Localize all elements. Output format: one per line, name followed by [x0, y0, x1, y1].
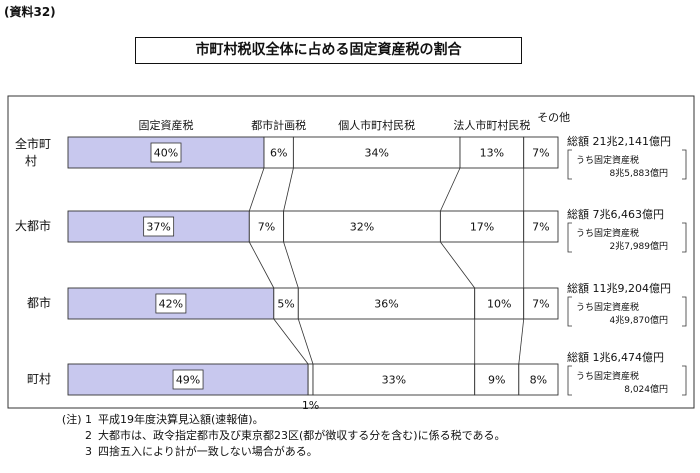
- fixed-tax-label: うち固定資産税: [576, 370, 639, 382]
- value-label: 8%: [530, 374, 547, 387]
- category-label: 大都市: [15, 218, 51, 233]
- value-label: 32%: [350, 221, 374, 234]
- category-label: 都市: [27, 295, 51, 310]
- value-label-box: [143, 216, 175, 237]
- category-label: 全市町: [15, 136, 51, 151]
- bar-segment-3: [283, 210, 441, 243]
- connector-line: [248, 167, 265, 212]
- fixed-tax-amount: 8兆5,883億円: [610, 167, 669, 179]
- fixed-tax-amount: 8,024億円: [624, 383, 668, 395]
- bar-segment-3: [297, 287, 476, 320]
- series-header: その他: [537, 111, 570, 124]
- note-3: 3 四捨五入により計が一致しない場合がある。: [85, 445, 318, 458]
- bracket-right: [682, 149, 687, 180]
- bar-segment-5: [518, 363, 559, 396]
- series-header: 法人市町村民税: [453, 118, 530, 132]
- series-header: 固定資産税: [139, 118, 194, 132]
- fixed-tax-amount: 4兆9,870億円: [610, 314, 669, 326]
- total-amount: 総額 11兆9,204億円: [567, 281, 671, 295]
- connector-line: [518, 318, 525, 365]
- value-label: 7%: [532, 298, 549, 311]
- connector-line: [283, 167, 294, 212]
- note-2: 2 大都市は、政令指定都市及び東京都23区(都が徴収する分を含む)に係る税である。: [85, 429, 506, 442]
- series-header: 都市計画税: [251, 118, 306, 132]
- total-amount: 総額 21兆2,141億円: [567, 134, 671, 148]
- bar-segment-5: [523, 287, 559, 320]
- fixed-tax-label: うち固定資産税: [576, 227, 639, 239]
- bar-segment-4: [474, 363, 520, 396]
- value-label: 40%: [154, 147, 178, 160]
- value-label: 17%: [470, 221, 494, 234]
- value-label: 37%: [146, 221, 170, 234]
- fixed-tax-label: うち固定資産税: [576, 301, 639, 313]
- bracket-left: [567, 222, 572, 253]
- connector-line: [273, 318, 309, 365]
- value-label: 42%: [159, 298, 183, 311]
- value-label: 9%: [488, 374, 505, 387]
- value-label: 36%: [374, 298, 398, 311]
- value-label: 7%: [532, 221, 549, 234]
- bar-segment-5: [523, 136, 559, 169]
- value-label: 13%: [480, 147, 504, 160]
- value-label-box: [150, 142, 182, 163]
- connector-line: [440, 167, 461, 212]
- bar-segment-4: [459, 136, 525, 169]
- value-label: 34%: [364, 147, 388, 160]
- category-label: 町村: [27, 372, 51, 386]
- bracket-left: [567, 365, 572, 396]
- value-label: 6%: [270, 147, 287, 160]
- bar-segment-4: [439, 210, 525, 243]
- chart-title: 市町村税収全体に占める固定資産税の割合: [135, 37, 522, 64]
- fixed-tax-amount: 2兆7,989億円: [610, 240, 669, 252]
- bracket-left: [567, 149, 572, 180]
- bar-segment-2: [263, 136, 294, 169]
- value-label-box: [172, 369, 204, 390]
- series-header: 個人市町村民税: [338, 118, 415, 132]
- value-label: 7%: [532, 147, 549, 160]
- bracket-right: [682, 296, 687, 327]
- value-label: 5%: [277, 298, 294, 311]
- notes: (注) 1 平成19年度決算見込額(速報値)。 2 大都市は、政令指定都市及び東京都…: [56, 412, 506, 460]
- category-label: 村: [25, 154, 37, 168]
- value-label: 7%: [258, 221, 275, 234]
- connector-line: [283, 241, 299, 289]
- connector-line: [297, 318, 314, 365]
- total-amount: 総額 1兆6,474億円: [567, 350, 664, 364]
- bracket-left: [567, 296, 572, 327]
- value-label-box: [155, 293, 187, 314]
- bar-segment-5: [523, 210, 559, 243]
- fixed-tax-label: うち固定資産税: [576, 154, 639, 166]
- total-amount: 総額 7兆6,463億円: [567, 207, 664, 221]
- bar-segment-3: [292, 136, 461, 169]
- connector-line: [440, 241, 476, 289]
- bar-segment-2: [307, 363, 314, 396]
- bar-segment-2: [248, 210, 285, 243]
- value-label: 33%: [382, 374, 406, 387]
- bracket-right: [682, 365, 687, 396]
- bar-segment-3: [312, 363, 476, 396]
- bracket-right: [682, 222, 687, 253]
- value-label: 49%: [176, 374, 200, 387]
- document-label: (資料32): [4, 5, 56, 19]
- connector-line: [248, 241, 275, 289]
- note-1: (注) 1 平成19年度決算見込額(速報値)。: [61, 413, 264, 426]
- value-label: 10%: [487, 298, 511, 311]
- plot-frame: [7, 95, 695, 409]
- value-label: 1%: [302, 399, 319, 412]
